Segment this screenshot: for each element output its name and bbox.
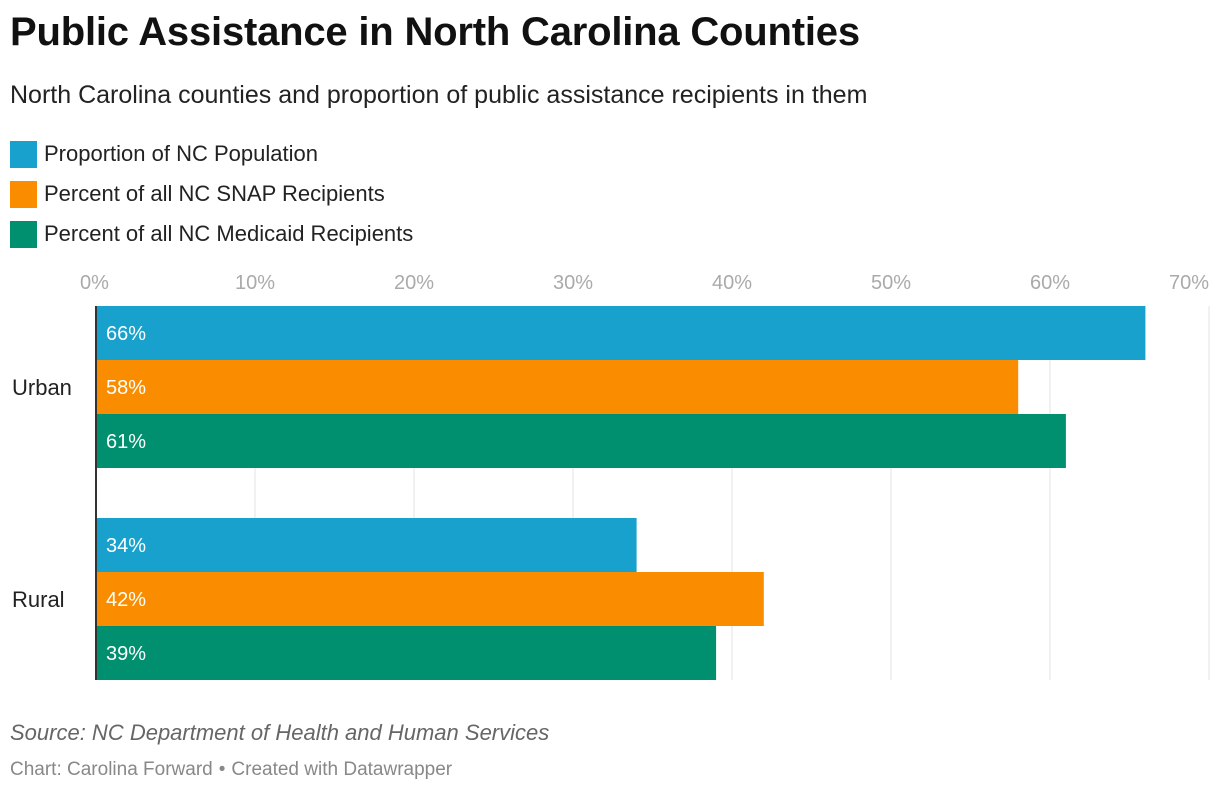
bar-value-label: 34% bbox=[106, 535, 146, 557]
credit-separator: • bbox=[218, 759, 226, 780]
source-note: Source: NC Department of Health and Huma… bbox=[10, 720, 550, 745]
x-tick-label: 20% bbox=[394, 272, 434, 294]
legend: Proportion of NC Population Percent of a… bbox=[10, 134, 413, 254]
created-with: Created with Datawrapper bbox=[231, 759, 453, 780]
category-label: Urban bbox=[12, 375, 72, 400]
legend-label: Proportion of NC Population bbox=[44, 141, 318, 166]
bar bbox=[96, 360, 1019, 414]
chart-credit: Chart: Carolina Forward bbox=[10, 759, 213, 780]
legend-item-medicaid: Percent of all NC Medicaid Recipients bbox=[10, 214, 413, 254]
bar bbox=[96, 306, 1146, 360]
x-tick-label: 50% bbox=[871, 272, 911, 294]
category-label: Rural bbox=[12, 587, 65, 612]
x-tick-label: 40% bbox=[712, 272, 752, 294]
legend-label: Percent of all NC SNAP Recipients bbox=[44, 181, 385, 206]
bar bbox=[96, 626, 717, 680]
legend-label: Percent of all NC Medicaid Recipients bbox=[44, 221, 414, 246]
credit-line: Chart: Carolina Forward • Created with Dat… bbox=[10, 759, 452, 781]
bar bbox=[96, 572, 764, 626]
legend-item-snap: Percent of all NC SNAP Recipients bbox=[10, 174, 413, 214]
bar bbox=[96, 518, 637, 572]
bar-value-label: 39% bbox=[106, 643, 146, 665]
legend-swatch bbox=[10, 180, 37, 208]
bar-value-label: 58% bbox=[106, 377, 146, 399]
legend-swatch bbox=[10, 220, 37, 248]
x-tick-label: 30% bbox=[553, 272, 593, 294]
bar-value-label: 66% bbox=[106, 323, 146, 345]
bar-value-label: 61% bbox=[106, 431, 146, 453]
x-tick-label: 0% bbox=[80, 272, 109, 294]
bar bbox=[96, 414, 1066, 468]
legend-swatch bbox=[10, 140, 37, 168]
x-tick-label: 10% bbox=[235, 272, 275, 294]
bar-value-label: 42% bbox=[106, 589, 146, 611]
legend-item-population: Proportion of NC Population bbox=[10, 134, 413, 174]
x-tick-label: 70% bbox=[1169, 272, 1209, 294]
chart-subtitle: North Carolina counties and proportion o… bbox=[10, 81, 868, 109]
chart-title: Public Assistance in North Carolina Coun… bbox=[10, 10, 860, 54]
x-tick-label: 60% bbox=[1030, 272, 1070, 294]
